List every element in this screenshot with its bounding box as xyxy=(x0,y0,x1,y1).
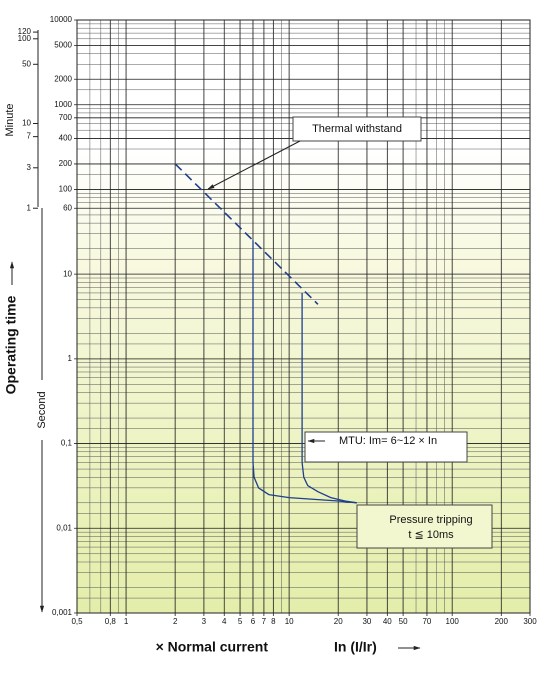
x-tick-label: 4 xyxy=(222,617,227,626)
x-tick-label: 3 xyxy=(202,617,207,626)
y-tick-label: 0,1 xyxy=(61,439,73,448)
y-tick-label: 700 xyxy=(59,113,73,122)
y2-tick-label: 3 xyxy=(27,163,32,172)
y-tick-label: 1000 xyxy=(54,100,72,109)
y-tick-label: 5000 xyxy=(54,41,72,50)
annotation: MTU: Im= 6~12 × In xyxy=(339,435,437,447)
x-tick-label: 10 xyxy=(285,617,294,626)
x-tick-label: 70 xyxy=(422,617,431,626)
x-tick-label: 200 xyxy=(495,617,509,626)
annotation-box xyxy=(304,431,468,463)
annotation: t ≦ 10ms xyxy=(408,529,454,541)
annotation-box xyxy=(356,504,493,549)
x-tick-label: 8 xyxy=(271,617,276,626)
y2-tick-label: 100 xyxy=(18,34,32,43)
y2-tick-label: 10 xyxy=(22,119,31,128)
x-tick-label: 0,5 xyxy=(71,617,83,626)
y-tick-label: 2000 xyxy=(54,74,72,83)
y2-axis-unit: Minute xyxy=(4,103,16,136)
y-tick-label: 200 xyxy=(59,159,73,168)
y-tick-label: 0,01 xyxy=(56,523,72,532)
curve xyxy=(301,292,357,504)
y-tick-label: 100 xyxy=(59,185,73,194)
annotation: Thermal withstand xyxy=(312,123,402,135)
y2-tick-label: 7 xyxy=(27,132,32,141)
x-tick-label: 30 xyxy=(362,617,371,626)
annotation-box xyxy=(292,116,422,142)
curve xyxy=(174,163,319,305)
annotation: Pressure tripping xyxy=(389,514,472,526)
y-tick-label: 1 xyxy=(68,354,73,363)
x-tick-label: 6 xyxy=(251,617,256,626)
x-tick-label: 7 xyxy=(262,617,267,626)
x-tick-label: 20 xyxy=(334,617,343,626)
x-tick-label: 100 xyxy=(446,617,460,626)
y2-tick-label: 1 xyxy=(27,203,32,212)
y2-tick-label: 50 xyxy=(22,59,31,68)
y-tick-label: 0,001 xyxy=(52,608,73,617)
arrow xyxy=(207,140,301,190)
x-tick-label: 300 xyxy=(523,617,537,626)
x-tick-label: 0,8 xyxy=(105,617,117,626)
y-tick-label: 400 xyxy=(59,134,73,143)
x-tick-label: 2 xyxy=(173,617,178,626)
x-axis-title: × Normal current xyxy=(156,639,269,655)
y-axis-unit: Second xyxy=(36,391,48,428)
x-axis-unit: In (I/Ir) xyxy=(334,639,377,655)
x-tick-label: 40 xyxy=(383,617,392,626)
x-tick-label: 50 xyxy=(399,617,408,626)
x-tick-label: 1 xyxy=(124,617,129,626)
y-axis-title: Operating time xyxy=(3,295,19,394)
y2-tick-label: 120 xyxy=(18,27,32,36)
y-tick-label: 10 xyxy=(63,269,72,278)
y-tick-label: 60 xyxy=(63,203,72,212)
curve xyxy=(252,240,357,504)
x-tick-label: 5 xyxy=(238,617,243,626)
y-tick-label: 10000 xyxy=(50,15,73,24)
